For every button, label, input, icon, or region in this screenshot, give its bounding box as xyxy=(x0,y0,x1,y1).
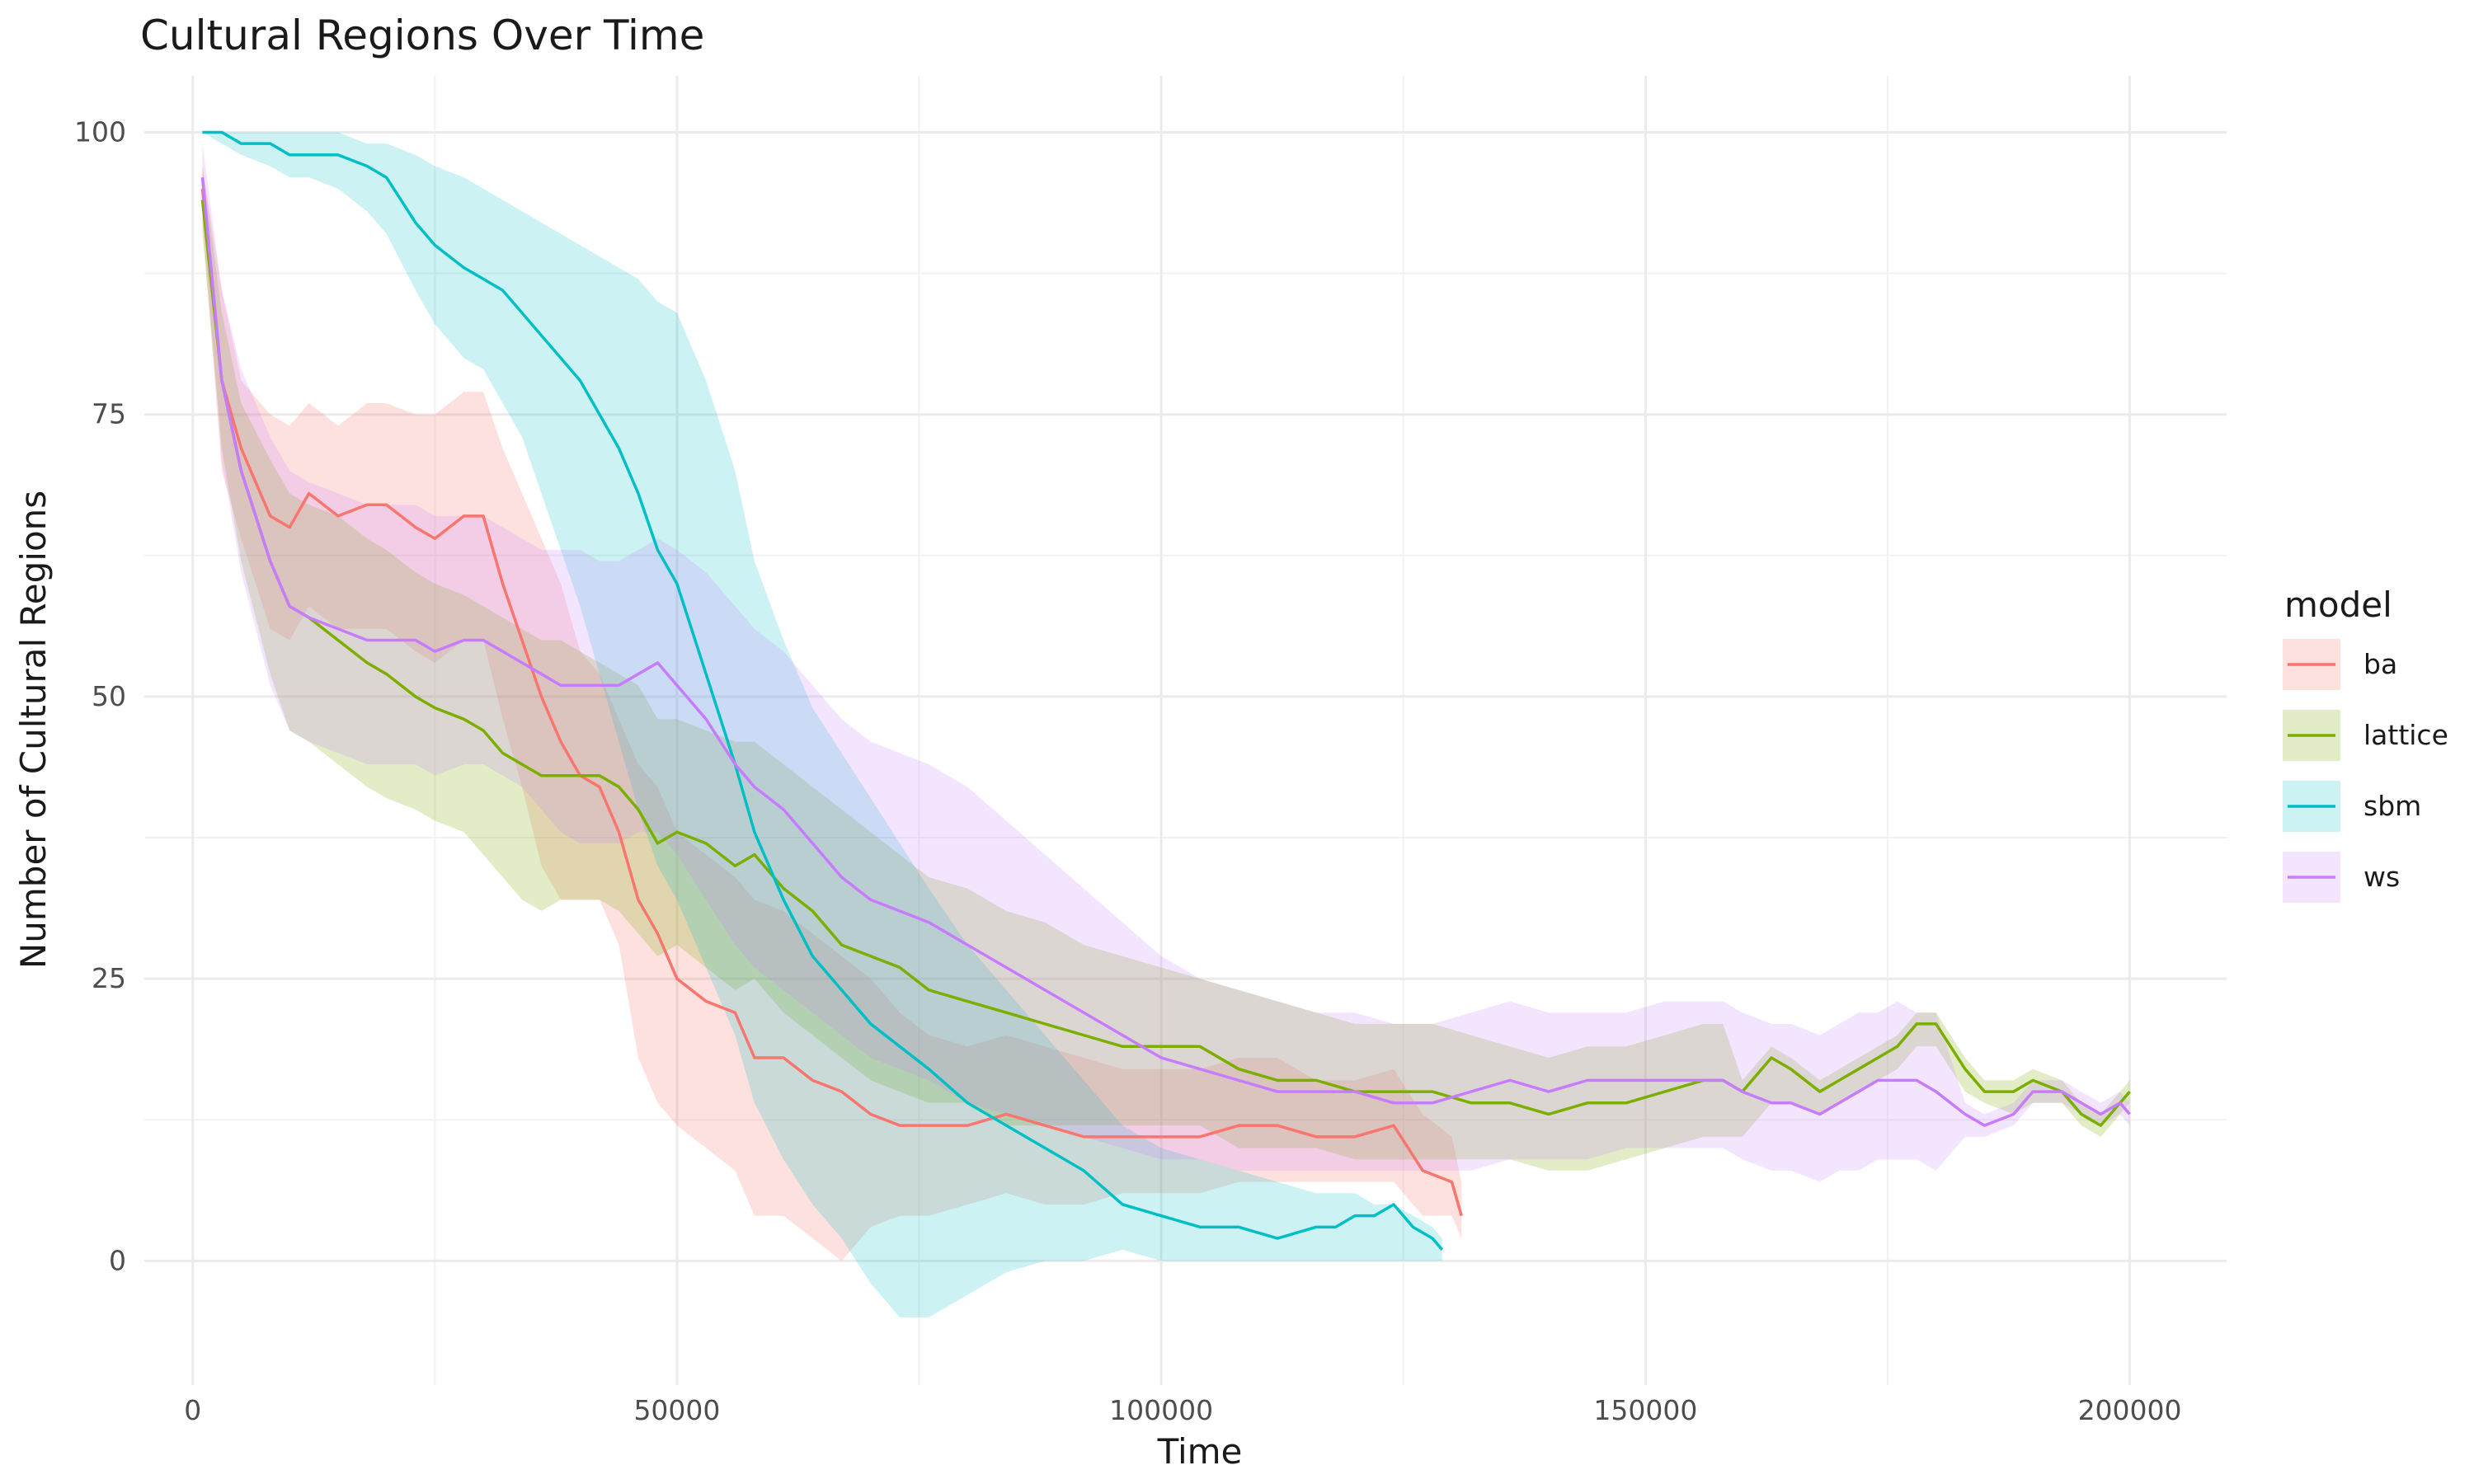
chart-title: Cultural Regions Over Time xyxy=(140,12,704,59)
confidence-ribbons xyxy=(202,132,2130,1317)
x-tick-label: 150000 xyxy=(1593,1394,1697,1426)
y-tick-label: 100 xyxy=(74,115,126,148)
x-tick-label: 0 xyxy=(184,1394,201,1426)
legend-label-ws: ws xyxy=(2363,861,2400,893)
y-tick-label: 50 xyxy=(92,680,126,712)
ribbon-sbm xyxy=(202,132,1442,1317)
ribbon-ba xyxy=(202,166,1462,1261)
y-tick-label: 75 xyxy=(92,398,126,430)
y-tick-label: 0 xyxy=(109,1244,126,1276)
y-tick-label: 25 xyxy=(92,962,126,994)
line-ba xyxy=(200,188,1463,1217)
ribbon-ws xyxy=(202,143,2130,1182)
legend: model ba lattice sbm ws xyxy=(2283,585,2448,903)
x-axis-title: Time xyxy=(1157,1431,1243,1472)
legend-title: model xyxy=(2284,585,2392,625)
legend-items: ba lattice sbm ws xyxy=(2283,639,2448,903)
grid-lines xyxy=(144,76,2227,1385)
x-axis-ticks: 0 50000 100000 150000 200000 xyxy=(184,1394,2181,1426)
legend-label-ba: ba xyxy=(2363,648,2397,680)
line-lattice xyxy=(200,200,2131,1127)
line-ws xyxy=(200,177,2131,1127)
ribbon-lattice xyxy=(202,166,2130,1171)
x-tick-label: 50000 xyxy=(633,1394,720,1426)
y-axis-title: Number of Cultural Regions xyxy=(13,491,54,969)
legend-label-lattice: lattice xyxy=(2363,719,2448,751)
x-tick-label: 200000 xyxy=(2078,1394,2182,1426)
y-axis-ticks: 0 25 50 75 100 xyxy=(74,115,126,1276)
x-tick-label: 100000 xyxy=(1109,1394,1213,1426)
series-lines xyxy=(200,130,2131,1251)
legend-label-sbm: sbm xyxy=(2363,790,2421,822)
